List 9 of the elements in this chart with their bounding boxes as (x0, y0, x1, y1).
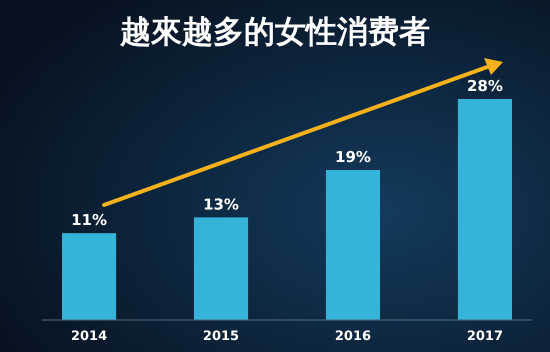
x-tick-label: 2017 (466, 329, 504, 344)
data-label: 28% (466, 77, 503, 95)
x-tick-label: 2016 (334, 329, 372, 344)
data-label: 11% (71, 211, 108, 230)
data-label: 13% (203, 195, 239, 214)
chart-title: 越來越多的女性消费者 (119, 14, 430, 50)
x-tick-label: 2015 (202, 329, 240, 344)
x-tick-label: 2014 (70, 329, 108, 344)
data-label: 19% (335, 148, 371, 166)
